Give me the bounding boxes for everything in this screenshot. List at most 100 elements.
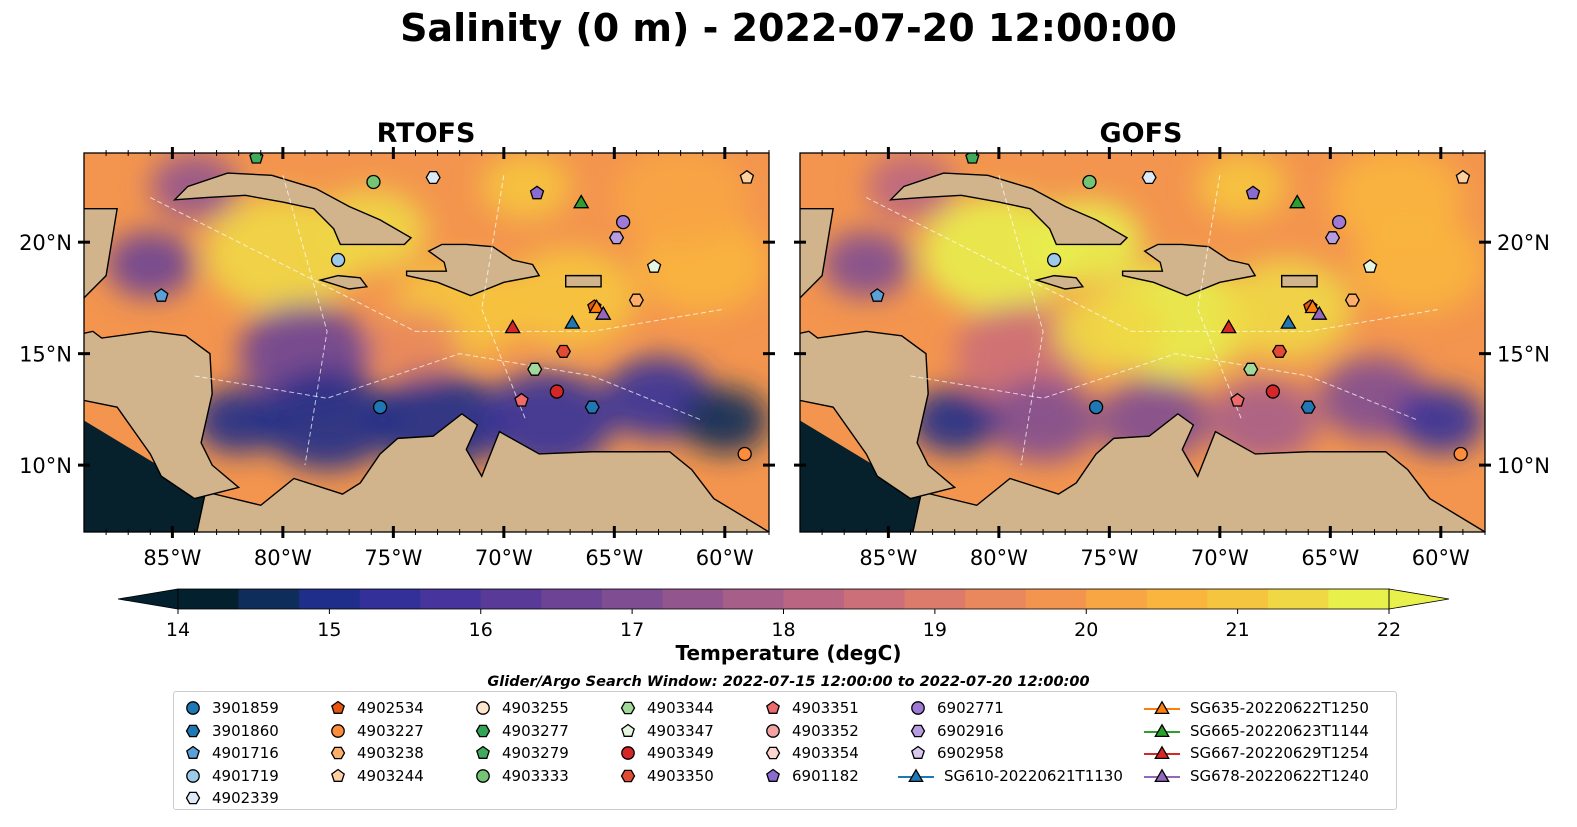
- float-marker: [870, 288, 885, 302]
- colorbar-segment: [904, 589, 966, 609]
- legend-marker-icon: [186, 701, 200, 715]
- panel-title-rtofs: RTOFS: [376, 118, 476, 149]
- legend-label: 4903277: [502, 721, 569, 740]
- float-marker: [1288, 194, 1306, 209]
- legend-label: 4903279: [502, 744, 569, 762]
- colorbar-tick-label: 16: [469, 619, 493, 641]
- legend-marker: [1154, 745, 1170, 760]
- legend-label: SG665-20220623T1144: [1190, 721, 1369, 740]
- legend-marker-icon: [910, 724, 926, 737]
- search-window-label: Glider/Argo Search Window: 2022-07-15 12…: [487, 674, 1090, 690]
- colorbar-segment: [1207, 589, 1269, 609]
- legend-label: 6902916: [937, 721, 1004, 740]
- float-marker: [1304, 299, 1321, 314]
- legend-label: 4903349: [647, 744, 714, 762]
- float-marker: [616, 214, 631, 230]
- legend-marker-icon: [621, 746, 635, 760]
- legend-label: 4903351: [792, 699, 859, 717]
- legend-marker-icon: [186, 768, 200, 783]
- land-mass: [565, 274, 602, 288]
- legend-marker: [908, 768, 924, 782]
- legend-item: 6902916: [909, 720, 1004, 742]
- colorbar-segment: [238, 589, 300, 609]
- lon-tick-label: 80°W: [970, 546, 1028, 570]
- legend-marker: [185, 791, 201, 805]
- colorbar-segment: [299, 589, 361, 609]
- salinity-patch: [194, 387, 283, 454]
- boundary-line: [866, 197, 1441, 332]
- pacific-region: [800, 420, 999, 532]
- legend-marker: [766, 723, 780, 738]
- map-frame: [83, 152, 770, 533]
- panel-title-gofs: GOFS: [1099, 118, 1183, 149]
- legend-item: 4903277: [474, 720, 569, 742]
- lat-tick-label: 15°N: [19, 343, 72, 367]
- float-marker: [1332, 214, 1347, 230]
- legend-marker: [1154, 723, 1170, 737]
- land-mass: [317, 274, 369, 290]
- legend-label: 4903238: [357, 744, 424, 762]
- legend-marker: [185, 724, 201, 737]
- legend-marker-icon: [476, 701, 490, 715]
- salinity-patch: [910, 387, 999, 454]
- legend-marker: [766, 768, 780, 782]
- colorbar-segment: [783, 589, 845, 609]
- lon-tick-label: 70°W: [475, 546, 533, 570]
- float-marker: [1265, 384, 1281, 399]
- land-mass: [800, 208, 834, 299]
- legend-label: 6902771: [937, 699, 1004, 717]
- legend-marker-icon: [898, 768, 934, 782]
- float-marker: [1324, 231, 1341, 245]
- legend-item: 4902339: [184, 787, 279, 809]
- salinity-patch: [822, 231, 911, 298]
- float-marker: [1280, 314, 1297, 329]
- legend-marker: [331, 700, 345, 714]
- float-marker: [249, 153, 264, 164]
- legend-marker: [186, 701, 200, 715]
- colorbar-tick-label: 14: [166, 619, 190, 641]
- salinity-patch: [1197, 153, 1287, 220]
- legend-item: 4903349: [619, 742, 714, 764]
- float-marker: [584, 400, 600, 414]
- float-marker: [572, 194, 590, 209]
- lon-tick-label: 60°W: [696, 546, 754, 570]
- lon-tick-label: 80°W: [254, 546, 312, 570]
- legend-item: 4903344: [619, 697, 714, 719]
- float-marker: [1311, 305, 1328, 320]
- legend-marker: [765, 746, 781, 760]
- colorbar-segment: [1025, 589, 1087, 609]
- legend-marker-icon: [1144, 745, 1180, 760]
- salinity-patch: [1330, 153, 1463, 248]
- salinity-patch: [1054, 289, 1165, 373]
- legend-item: 3901860: [184, 720, 279, 742]
- legend-item: 4903255: [474, 697, 569, 719]
- legend-marker-icon: [331, 700, 345, 714]
- float-marker: [608, 231, 625, 245]
- legend-marker-icon: [620, 701, 636, 715]
- legend-item: 4901716: [184, 742, 279, 764]
- lon-tick-label: 65°W: [585, 546, 643, 570]
- float-marker: [425, 170, 441, 185]
- float-marker: [588, 299, 605, 314]
- colorbar: 14 15 16 17 18 19 20 21 22: [117, 588, 1450, 641]
- legend-label: 4901719: [212, 766, 279, 785]
- salinity-patch: [680, 387, 769, 454]
- colorbar-segment: [1086, 589, 1148, 609]
- float-marker: [1453, 446, 1468, 462]
- legend-item: 6902958: [909, 742, 1004, 764]
- legend-marker: [621, 723, 635, 737]
- map-panel-gofs: 85°W 80°W 75°W 70°W 65°W 60°W 20°N 15°N 10°N: [794, 147, 1550, 570]
- legend-label: 4903352: [792, 721, 859, 740]
- legend-label: SG610-20220621T1130: [944, 766, 1123, 785]
- legend-marker: [621, 746, 635, 760]
- float-marker: [330, 252, 346, 268]
- legend-marker-icon: [476, 745, 490, 759]
- float-marker: [514, 392, 529, 407]
- legend-label: 6901182: [792, 766, 859, 785]
- float-marker: [529, 185, 545, 200]
- colorbar-segment: [541, 589, 603, 609]
- legend-item: 4903227: [329, 720, 424, 742]
- float-marker: [739, 169, 755, 184]
- legend-label: 6902958: [937, 744, 1004, 762]
- salinity-patch: [614, 153, 747, 248]
